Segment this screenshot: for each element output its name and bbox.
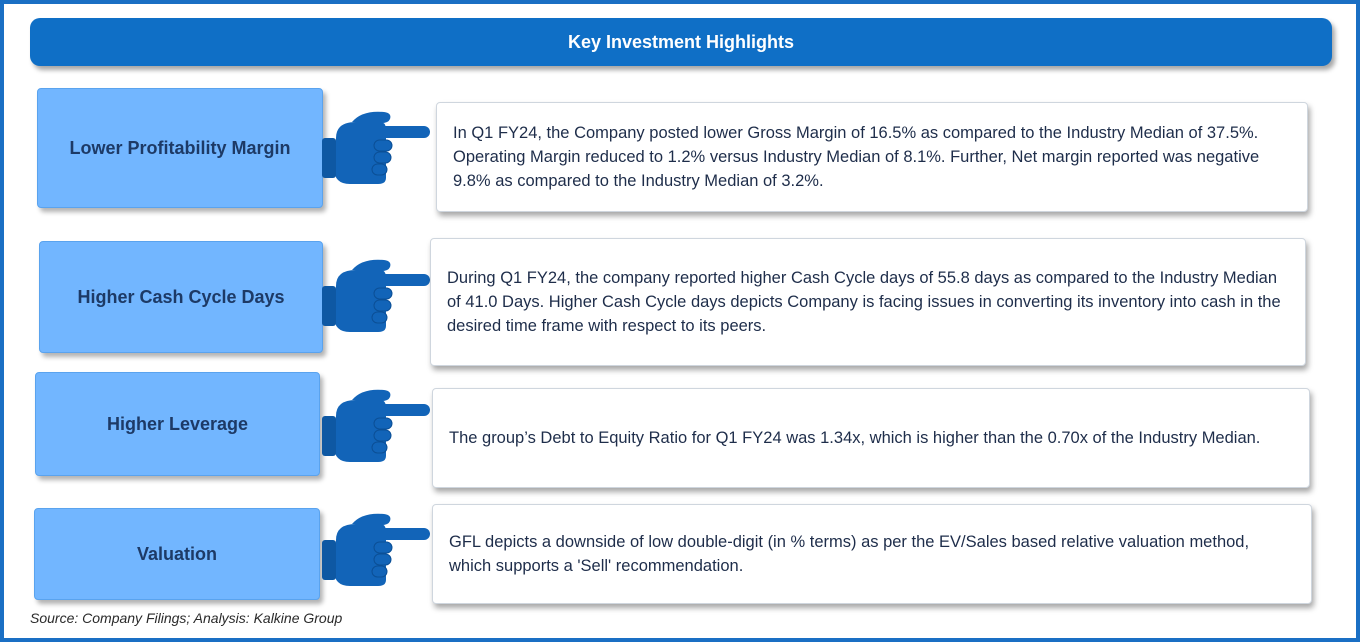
source-note: Source: Company Filings; Analysis: Kalki… [30,610,343,626]
pointing-hand-icon [322,111,431,185]
highlight-label-cash-cycle: Higher Cash Cycle Days [39,241,323,353]
highlight-text-profitability: In Q1 FY24, the Company posted lower Gro… [436,102,1308,212]
highlight-text-cash-cycle: During Q1 FY24, the company reported hig… [430,238,1306,366]
pointing-hand-icon [322,259,431,333]
highlight-text-valuation: GFL depicts a downside of low double-dig… [432,504,1312,604]
highlight-label-profitability: Lower Profitability Margin [37,88,323,208]
pointing-hand-icon [322,513,431,587]
highlight-text-leverage: The group’s Debt to Equity Ratio for Q1 … [432,388,1310,488]
pointing-hand-icon [322,389,431,463]
highlight-label-leverage: Higher Leverage [35,372,320,476]
page-title: Key Investment Highlights [30,18,1332,66]
highlight-label-valuation: Valuation [34,508,320,600]
